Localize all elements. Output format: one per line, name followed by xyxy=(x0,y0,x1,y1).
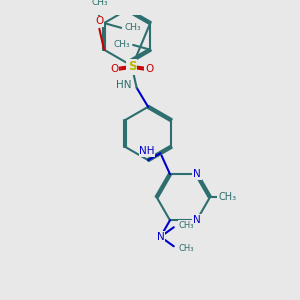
Text: CH₃: CH₃ xyxy=(124,23,141,32)
Text: O: O xyxy=(111,64,119,74)
Text: HN: HN xyxy=(116,80,132,90)
Text: CH₃: CH₃ xyxy=(218,192,236,202)
Text: CH₃: CH₃ xyxy=(91,0,108,7)
Text: CH₃: CH₃ xyxy=(178,221,194,230)
Text: S: S xyxy=(128,60,136,73)
Text: CH₃: CH₃ xyxy=(218,192,236,202)
Text: N: N xyxy=(193,215,200,225)
Text: CH₃: CH₃ xyxy=(178,244,194,253)
Text: O: O xyxy=(145,64,153,74)
Text: NH: NH xyxy=(139,146,155,156)
Text: N: N xyxy=(193,169,200,179)
Text: N: N xyxy=(157,232,164,242)
Text: CH₃: CH₃ xyxy=(114,40,130,50)
Text: O: O xyxy=(95,16,103,26)
